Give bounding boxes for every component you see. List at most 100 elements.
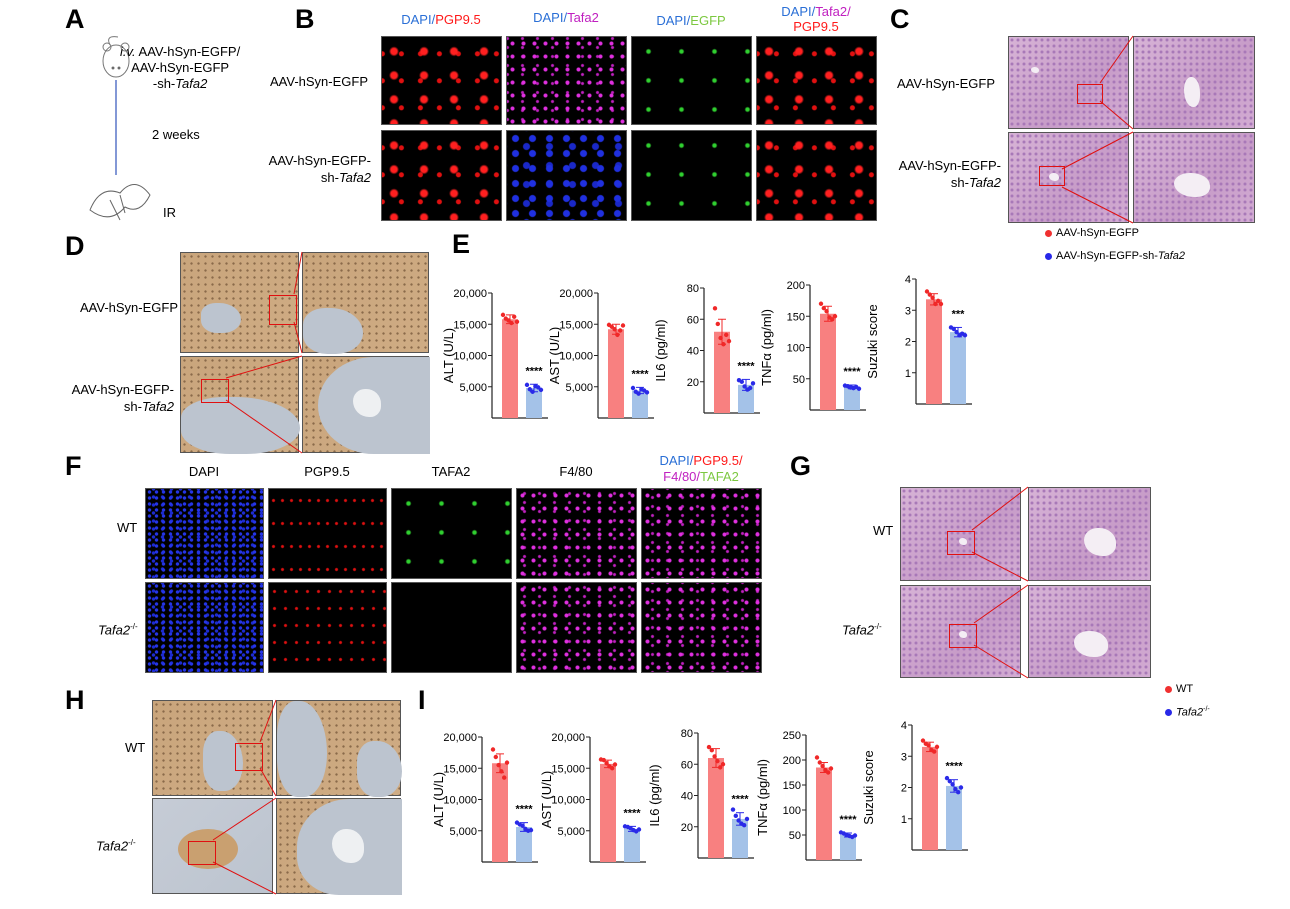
chart-e-il6: 20 40 60 80 IL6 (pg/ml) **** [653, 283, 760, 414]
y-tick-label: 5,000 [449, 826, 477, 838]
legend-dot-blue [1165, 709, 1172, 717]
y-tick-label: 3 [905, 305, 911, 317]
chart-e-tnfα: 50 100 150 200 TNFα (pg/ml) **** [759, 280, 866, 411]
data-point [604, 761, 609, 766]
data-point [520, 823, 525, 828]
y-tick-label: 3 [901, 751, 907, 763]
mouse-icon [102, 36, 130, 78]
y-tick-label: 15,000 [443, 763, 477, 775]
h-image-wt-overview [152, 700, 273, 796]
significance-stars: **** [631, 368, 649, 380]
b-image-kd-merge [756, 130, 877, 221]
y-tick-label: 20,000 [559, 288, 593, 300]
y-tick-label: 50 [789, 830, 801, 842]
y-tick-label: 80 [687, 283, 699, 295]
f-image-wt-dapi [145, 488, 264, 579]
data-point [832, 314, 838, 319]
f-image-wt-tafa2 [391, 488, 512, 579]
zoom-region-box [201, 379, 229, 403]
b-image-kd-tafa2 [506, 130, 627, 221]
data-point [512, 314, 517, 319]
data-point [615, 332, 620, 338]
significance-stars: **** [525, 365, 543, 377]
header-segment: PGP9.5 [435, 12, 481, 27]
header-segment: / [689, 453, 694, 468]
y-axis-label: TNFα (pg/ml) [759, 309, 774, 386]
f-image-wt-pgp [268, 488, 387, 579]
h-row-label-wt: WT [125, 740, 146, 755]
legend-dot-red [1165, 685, 1172, 693]
header-segment: DAPI [656, 13, 687, 28]
data-point [712, 754, 717, 759]
bar-treatment [526, 388, 542, 418]
data-point [610, 766, 615, 771]
data-point [934, 744, 940, 750]
data-point [924, 289, 930, 294]
data-point [733, 813, 738, 819]
bar-control [600, 763, 616, 862]
data-point [618, 328, 623, 333]
data-point [824, 309, 829, 314]
significance-stars: **** [515, 804, 533, 816]
data-point [715, 321, 720, 327]
y-tick-label: 5,000 [557, 826, 585, 838]
f-image-ko-dapi [145, 582, 264, 673]
y-tick-label: 250 [783, 730, 801, 742]
bar-control [926, 299, 942, 404]
d-image-ctrl-zoom [302, 252, 429, 354]
b-row-label-knockdown: AAV-hSyn-EGFP-sh-Tafa2 [268, 153, 371, 185]
chart-i-il6: 20 40 60 80 IL6 (pg/ml) **** [647, 728, 754, 859]
zoom-region-box [947, 531, 975, 555]
data-point [938, 301, 944, 307]
bar-treatment [946, 785, 962, 850]
legend-i-wt: WT [1165, 683, 1193, 695]
y-tick-label: 20,000 [453, 288, 487, 300]
data-point [644, 390, 650, 395]
bar-control [820, 313, 836, 410]
b-image-ctrl-tafa2 [506, 36, 627, 125]
data-point [536, 385, 541, 390]
chart-i-tnfα: 50 100 150 200 250 TNFα (pg/ml) **** [755, 730, 862, 861]
data-point [538, 387, 544, 393]
h-image-wt-zoom [276, 700, 402, 797]
data-point [930, 295, 935, 300]
bar-control [502, 319, 518, 418]
y-tick-label: 20 [681, 822, 693, 834]
bar-control [816, 767, 832, 860]
data-point [524, 382, 530, 388]
data-point [742, 822, 747, 828]
bar-treatment [516, 827, 532, 862]
header-segment: EGFP [690, 13, 726, 28]
y-tick-label: 60 [681, 759, 693, 771]
header-segment: / [738, 453, 743, 468]
b-image-ctrl-egfp [631, 36, 752, 125]
significance-stars: *** [952, 308, 966, 320]
data-point [530, 389, 535, 394]
data-point [956, 789, 961, 795]
bar-control [492, 763, 508, 862]
significance-stars: **** [731, 794, 749, 806]
data-point [509, 320, 514, 326]
data-point [609, 324, 614, 329]
panel-label-d: D [65, 231, 85, 261]
header-segment: DAPI [659, 453, 690, 468]
y-tick-label: 5,000 [565, 382, 593, 394]
y-tick-label: 10,000 [453, 351, 487, 363]
data-point [814, 755, 820, 760]
data-point [936, 298, 941, 304]
data-point [720, 762, 726, 767]
bar-treatment [624, 828, 640, 862]
y-tick-label: 40 [681, 791, 693, 803]
y-tick-label: 1 [901, 814, 907, 826]
data-point [962, 333, 968, 338]
chart-i-ast: 5,000 10,000 15,000 20,000 AST (U/L) **** [539, 732, 646, 863]
bar-treatment [732, 818, 748, 858]
header-segment: / [696, 469, 701, 484]
g-image-wt-zoom [1028, 487, 1151, 581]
y-axis-label: ALT (U/L) [441, 328, 456, 383]
data-point [636, 827, 642, 832]
g-row-label-ko: Tafa2-/- [842, 622, 882, 638]
y-tick-label: 4 [905, 274, 911, 286]
zoom-region-box [235, 743, 263, 771]
f-image-ko-merge [641, 582, 762, 673]
